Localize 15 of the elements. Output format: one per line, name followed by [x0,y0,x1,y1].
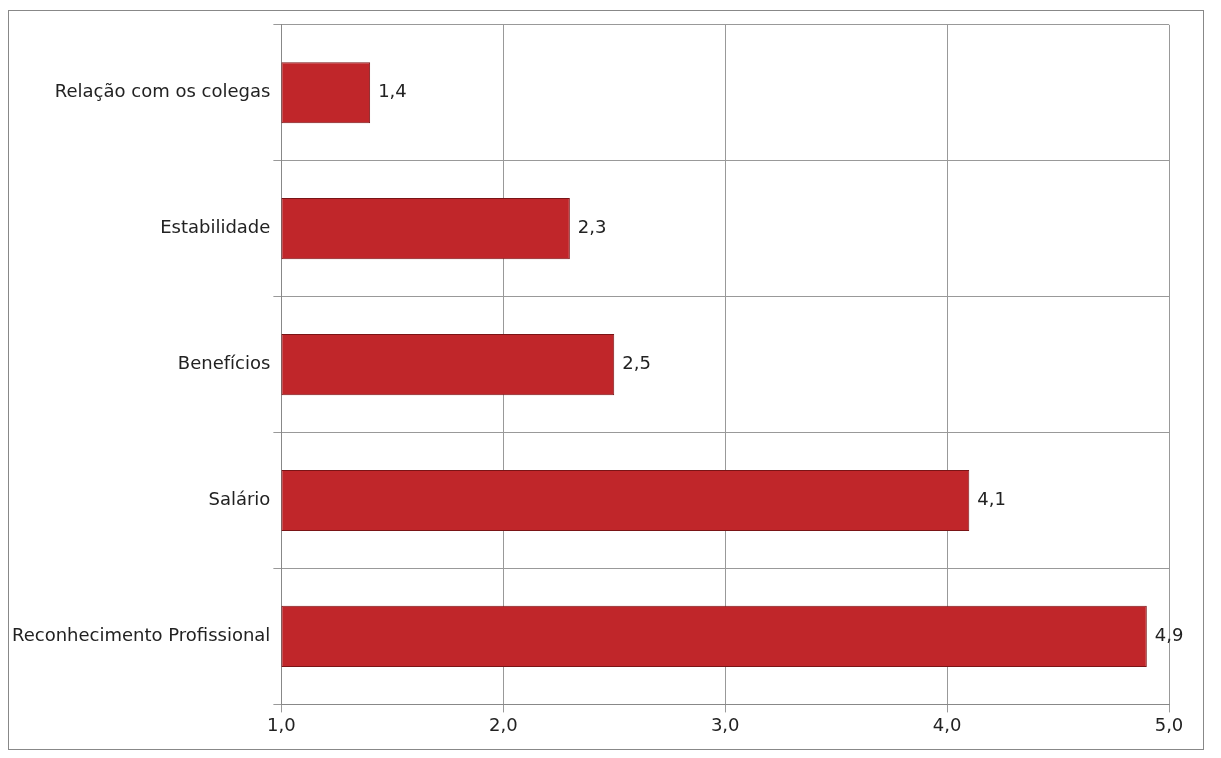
y-tick-label: Reconhecimento Profissional [11,624,271,646]
y-tick-label: Relação com os colegas [54,80,271,102]
y-tick-label: Salário [208,488,271,510]
x-tick-label: 2,0 [488,713,518,735]
x-tick-label: 4,0 [932,713,962,735]
data-label: 4,9 [1154,624,1184,646]
data-label: 1,4 [378,80,407,102]
data-label: 2,3 [577,216,607,238]
x-tick-label: 3,0 [710,713,740,735]
data-label: 2,5 [622,352,651,374]
data-label: 4,1 [977,488,1006,510]
y-tick-label: Estabilidade [160,216,271,238]
y-tick-label: Benefícios [177,352,271,374]
x-tick-label: 1,0 [267,713,296,735]
x-tick-label: 5,0 [1154,713,1184,735]
